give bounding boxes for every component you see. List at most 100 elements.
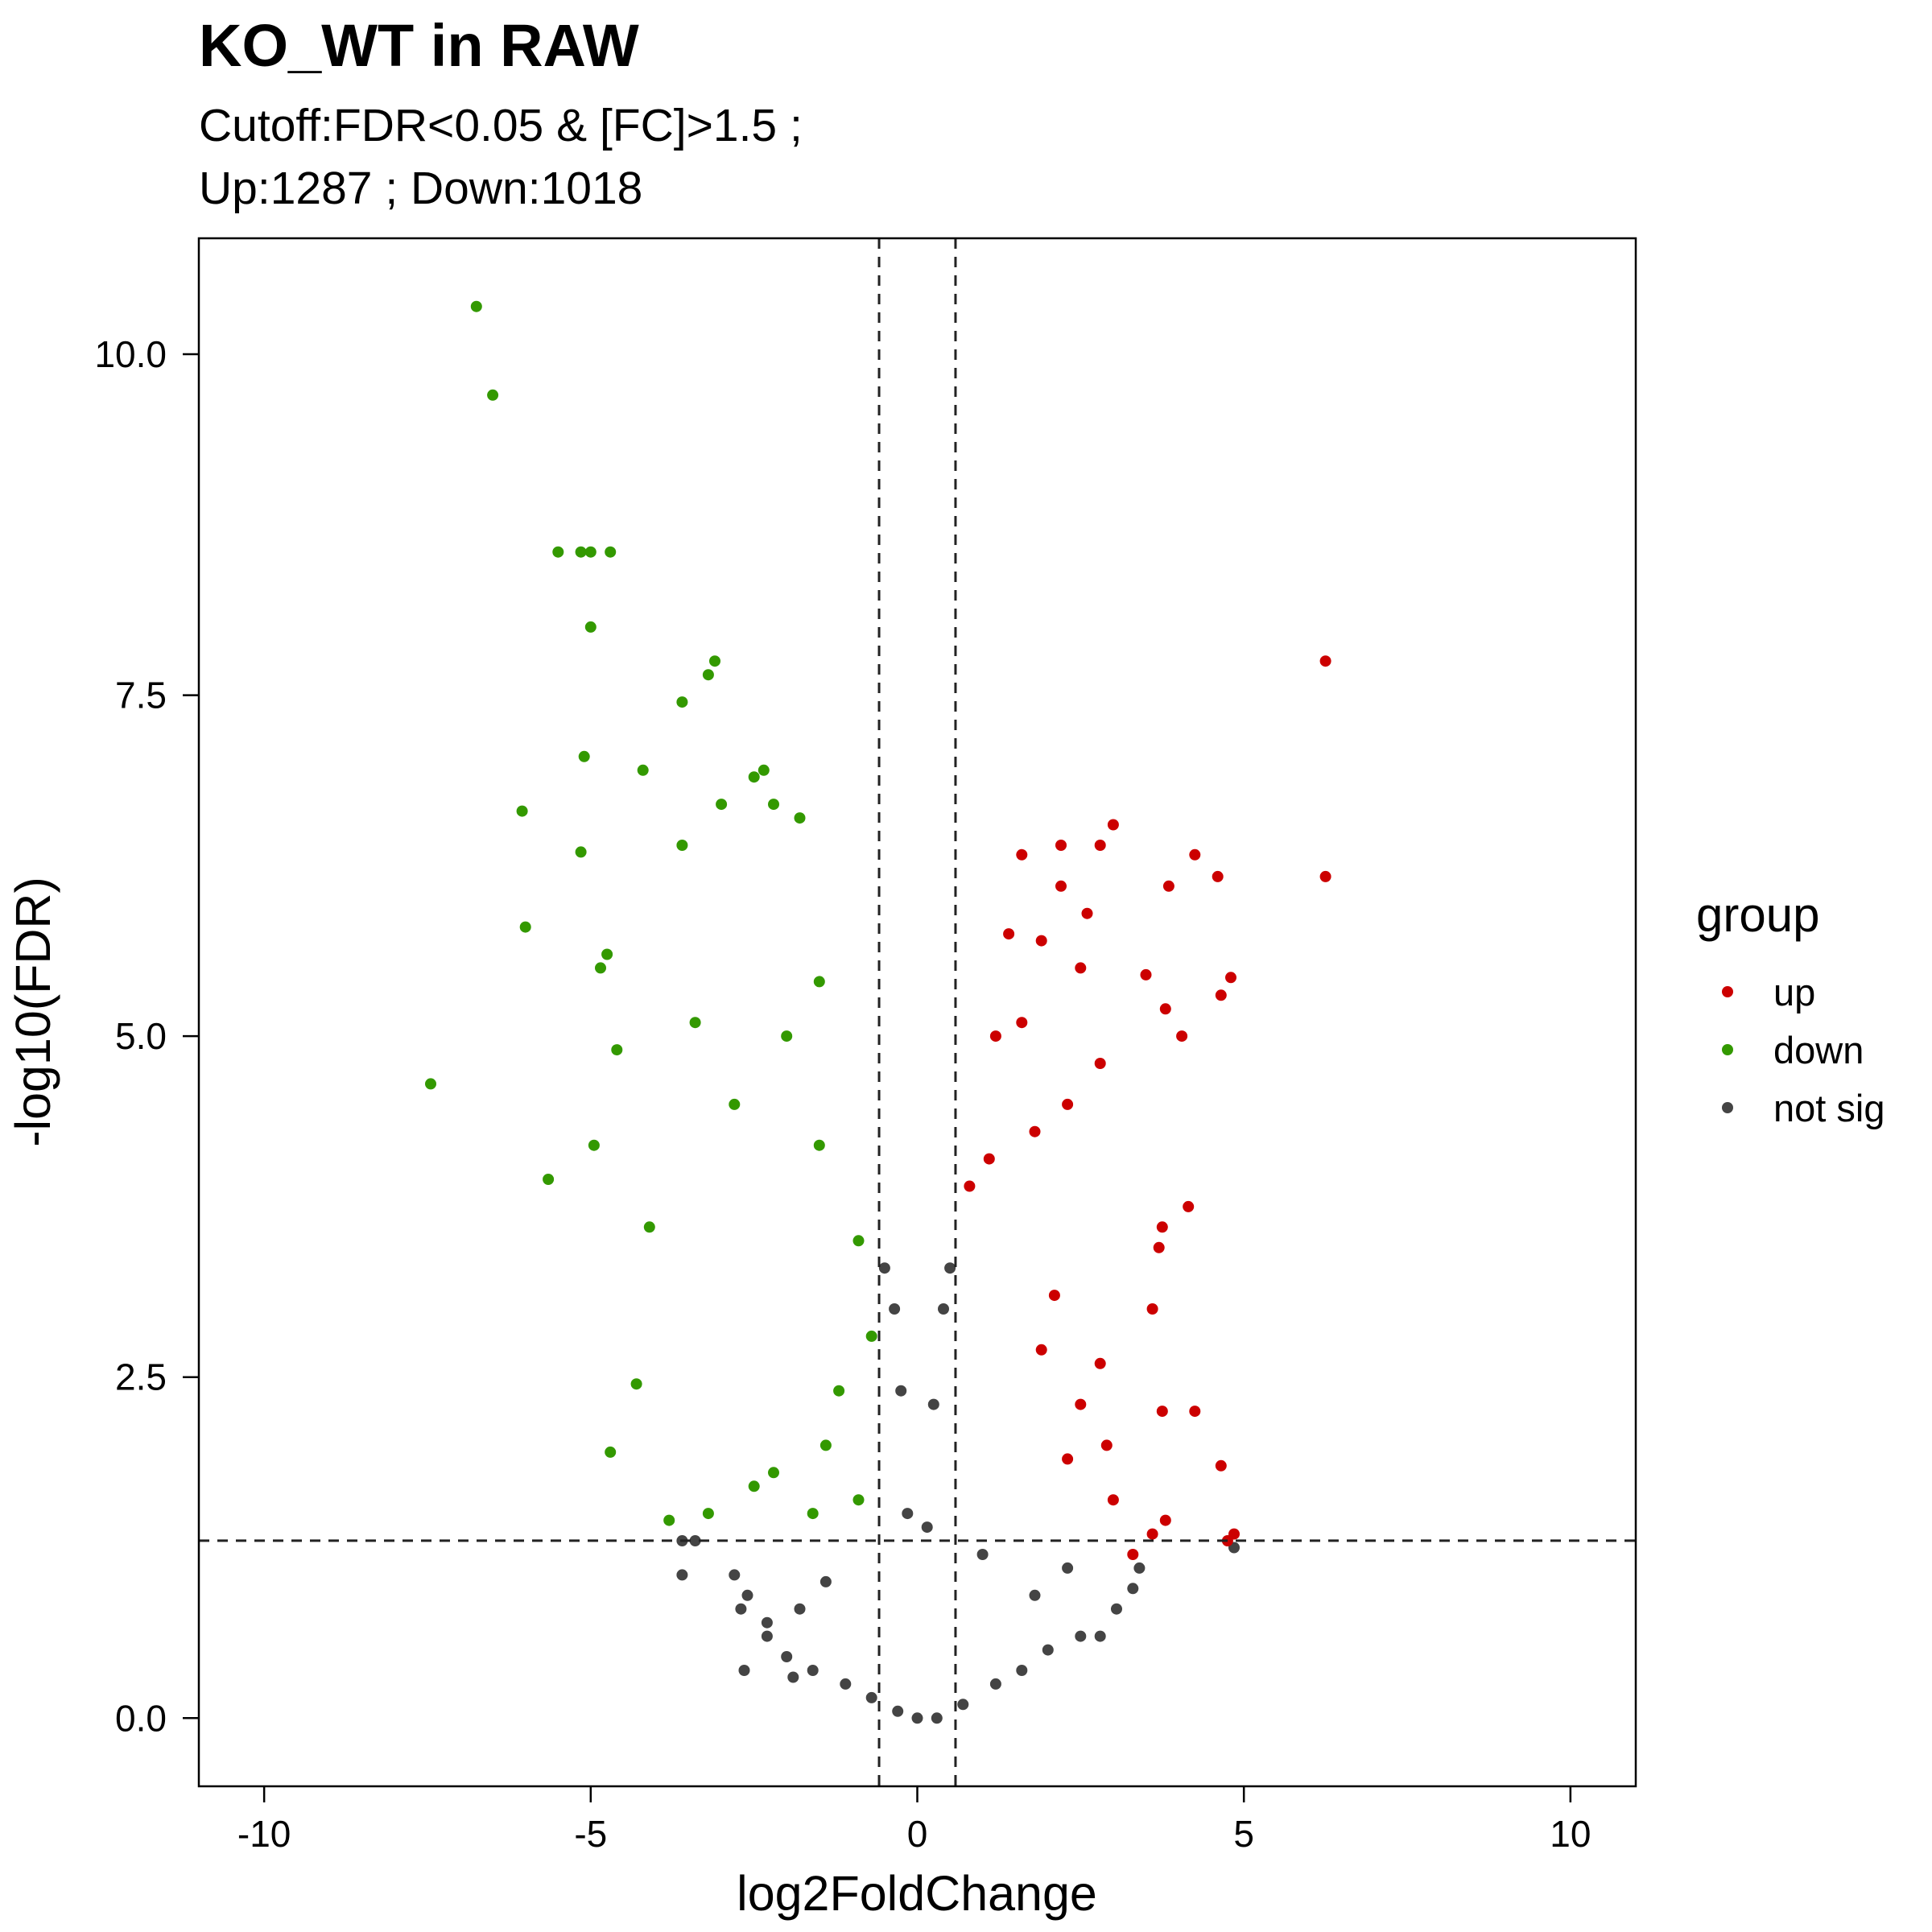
point-not-sig-13: [865, 1691, 877, 1703]
point-not-sig-20: [689, 1535, 701, 1546]
point-down-18: [595, 962, 606, 974]
point-down-35: [813, 1139, 825, 1151]
point-down-11: [637, 764, 649, 776]
point-up-24: [989, 1030, 1001, 1042]
y-tick-label-1: 2.5: [115, 1356, 167, 1398]
x-tick-label-2: 0: [907, 1813, 928, 1855]
point-down-20: [425, 1078, 436, 1090]
point-down-33: [689, 1017, 701, 1029]
point-not-sig-15: [807, 1665, 819, 1676]
point-not-sig-17: [761, 1616, 773, 1629]
point-up-26: [1062, 1098, 1074, 1110]
point-down-19: [611, 1044, 623, 1056]
point-down-23: [643, 1221, 655, 1233]
point-up-9: [1159, 1003, 1171, 1015]
point-not-sig-37: [819, 1575, 832, 1587]
point-down-39: [819, 1439, 832, 1451]
point-up-2: [1225, 972, 1236, 984]
point-not-sig-23: [735, 1603, 747, 1615]
point-not-sig-10: [931, 1712, 943, 1724]
point-down-10: [578, 750, 590, 762]
legend-key-down: [1722, 1044, 1733, 1055]
chart-subtitle-line-2: Up:1287 ; Down:1018: [199, 163, 642, 214]
point-up-8: [1162, 880, 1174, 892]
point-down-28: [794, 812, 806, 824]
point-down-3: [575, 546, 587, 558]
point-not-sig-29: [938, 1303, 949, 1315]
point-down-0: [470, 300, 482, 312]
point-up-10: [1156, 1221, 1168, 1233]
point-up-29: [964, 1180, 976, 1192]
point-up-20: [1035, 935, 1047, 947]
legend: group up down not sig: [1696, 888, 1885, 1129]
point-down-1: [487, 389, 499, 401]
point-up-39: [1100, 1439, 1113, 1451]
point-not-sig-28: [895, 1385, 907, 1397]
point-down-17: [601, 948, 613, 960]
point-not-sig-25: [761, 1630, 773, 1642]
point-not-sig-18: [741, 1589, 753, 1601]
point-up-16: [1081, 907, 1093, 919]
y-tick-label-4: 10.0: [94, 333, 167, 375]
point-up-42: [1062, 1453, 1074, 1465]
point-down-32: [781, 1030, 793, 1042]
x-axis-title: log2FoldChange: [737, 1866, 1097, 1921]
point-up-7: [1183, 1200, 1195, 1212]
point-not-sig-4: [1094, 1630, 1106, 1642]
point-up-31: [1215, 1459, 1227, 1472]
point-down-26: [663, 1514, 675, 1526]
point-down-37: [865, 1330, 877, 1342]
point-up-40: [1094, 1357, 1106, 1369]
point-up-34: [1156, 1406, 1168, 1418]
point-not-sig-12: [892, 1705, 904, 1717]
point-up-44: [1035, 1344, 1047, 1356]
x-tick-label-4: 10: [1550, 1813, 1591, 1855]
point-up-35: [1159, 1514, 1171, 1526]
point-up-19: [1016, 848, 1028, 861]
chart-title: KO_WT in RAW: [199, 12, 639, 79]
point-down-5: [605, 546, 617, 558]
point-not-sig-24: [738, 1665, 750, 1676]
plot-panel-border: [197, 237, 1637, 1788]
point-up-14: [1107, 819, 1119, 831]
point-up-12: [1146, 1303, 1158, 1315]
point-up-22: [1075, 962, 1087, 974]
point-up-13: [1140, 968, 1152, 980]
cutoff-lines: [199, 238, 1636, 1786]
point-up-27: [1029, 1125, 1041, 1137]
point-down-40: [852, 1494, 865, 1506]
point-down-15: [676, 840, 688, 851]
point-up-25: [1094, 1058, 1106, 1069]
point-not-sig-3: [1111, 1603, 1122, 1615]
point-up-4: [1212, 870, 1224, 882]
point-up-30: [1189, 1406, 1201, 1418]
chart-subtitle-line-1: Cutoff:FDR<0.05 & [FC]>1.5 ;: [199, 100, 803, 151]
point-down-16: [519, 921, 531, 933]
x-tick-label-1: -5: [574, 1813, 607, 1855]
point-not-sig-31: [944, 1262, 956, 1274]
point-down-13: [516, 805, 528, 817]
point-not-sig-36: [1029, 1589, 1041, 1601]
point-down-14: [575, 846, 587, 858]
point-up-21: [1003, 928, 1015, 940]
point-down-21: [588, 1139, 600, 1151]
point-not-sig-1: [1133, 1562, 1146, 1574]
y-axis: 0.0 2.5 5.0 7.5 10.0: [94, 333, 199, 1739]
point-not-sig-39: [976, 1549, 989, 1560]
data-points: [425, 300, 1331, 1724]
point-not-sig-30: [889, 1303, 901, 1315]
x-axis: -10 -5 0 5 10: [237, 1786, 1591, 1855]
point-down-9: [676, 696, 688, 708]
point-up-3: [1215, 989, 1227, 1001]
x-tick-label-3: 5: [1233, 1813, 1254, 1855]
point-down-24: [630, 1378, 642, 1390]
legend-key-not-sig: [1722, 1102, 1733, 1113]
point-not-sig-9: [957, 1699, 969, 1711]
point-down-7: [709, 655, 720, 667]
x-tick-label-0: -10: [237, 1813, 291, 1855]
point-not-sig-6: [1042, 1644, 1054, 1656]
legend-label-not-sig: not sig: [1773, 1087, 1885, 1129]
point-down-29: [768, 799, 779, 811]
point-down-31: [813, 976, 825, 988]
